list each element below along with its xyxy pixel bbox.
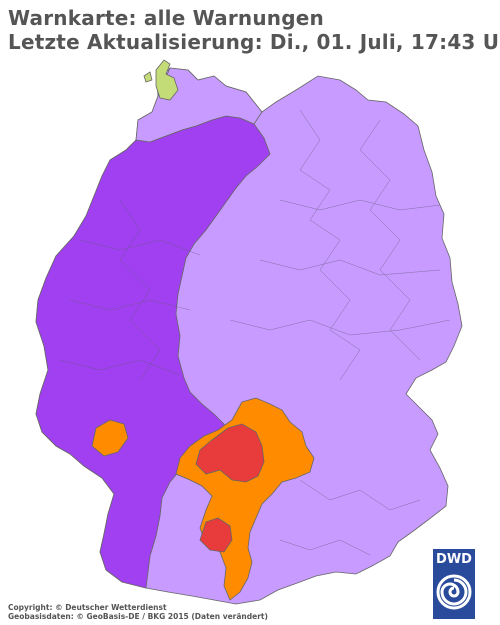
severe-warning-bw[interactable] [199,517,233,553]
district-borders [59,109,451,556]
geobasis-text: Geobasisdaten: © GeoBasis-DE / BKG 2015 … [8,612,268,621]
north-frisia-islands[interactable] [155,59,179,101]
map-title: Warnkarte: alle Warnungen [8,6,324,30]
thunderstorm-warning-rlp[interactable] [91,419,129,457]
last-update-label: Letzte Aktualisierung: Di., 01. Juli, 17… [8,30,500,54]
north-frisia-islet[interactable] [143,71,153,83]
severe-warning-bavaria[interactable] [195,423,265,483]
dwd-swirl-icon [436,574,472,610]
dwd-logo: DWD [433,549,475,619]
copyright-text: Copyright: © Deutscher Wetterdienst [8,603,167,612]
dwd-logo-text: DWD [436,552,472,567]
